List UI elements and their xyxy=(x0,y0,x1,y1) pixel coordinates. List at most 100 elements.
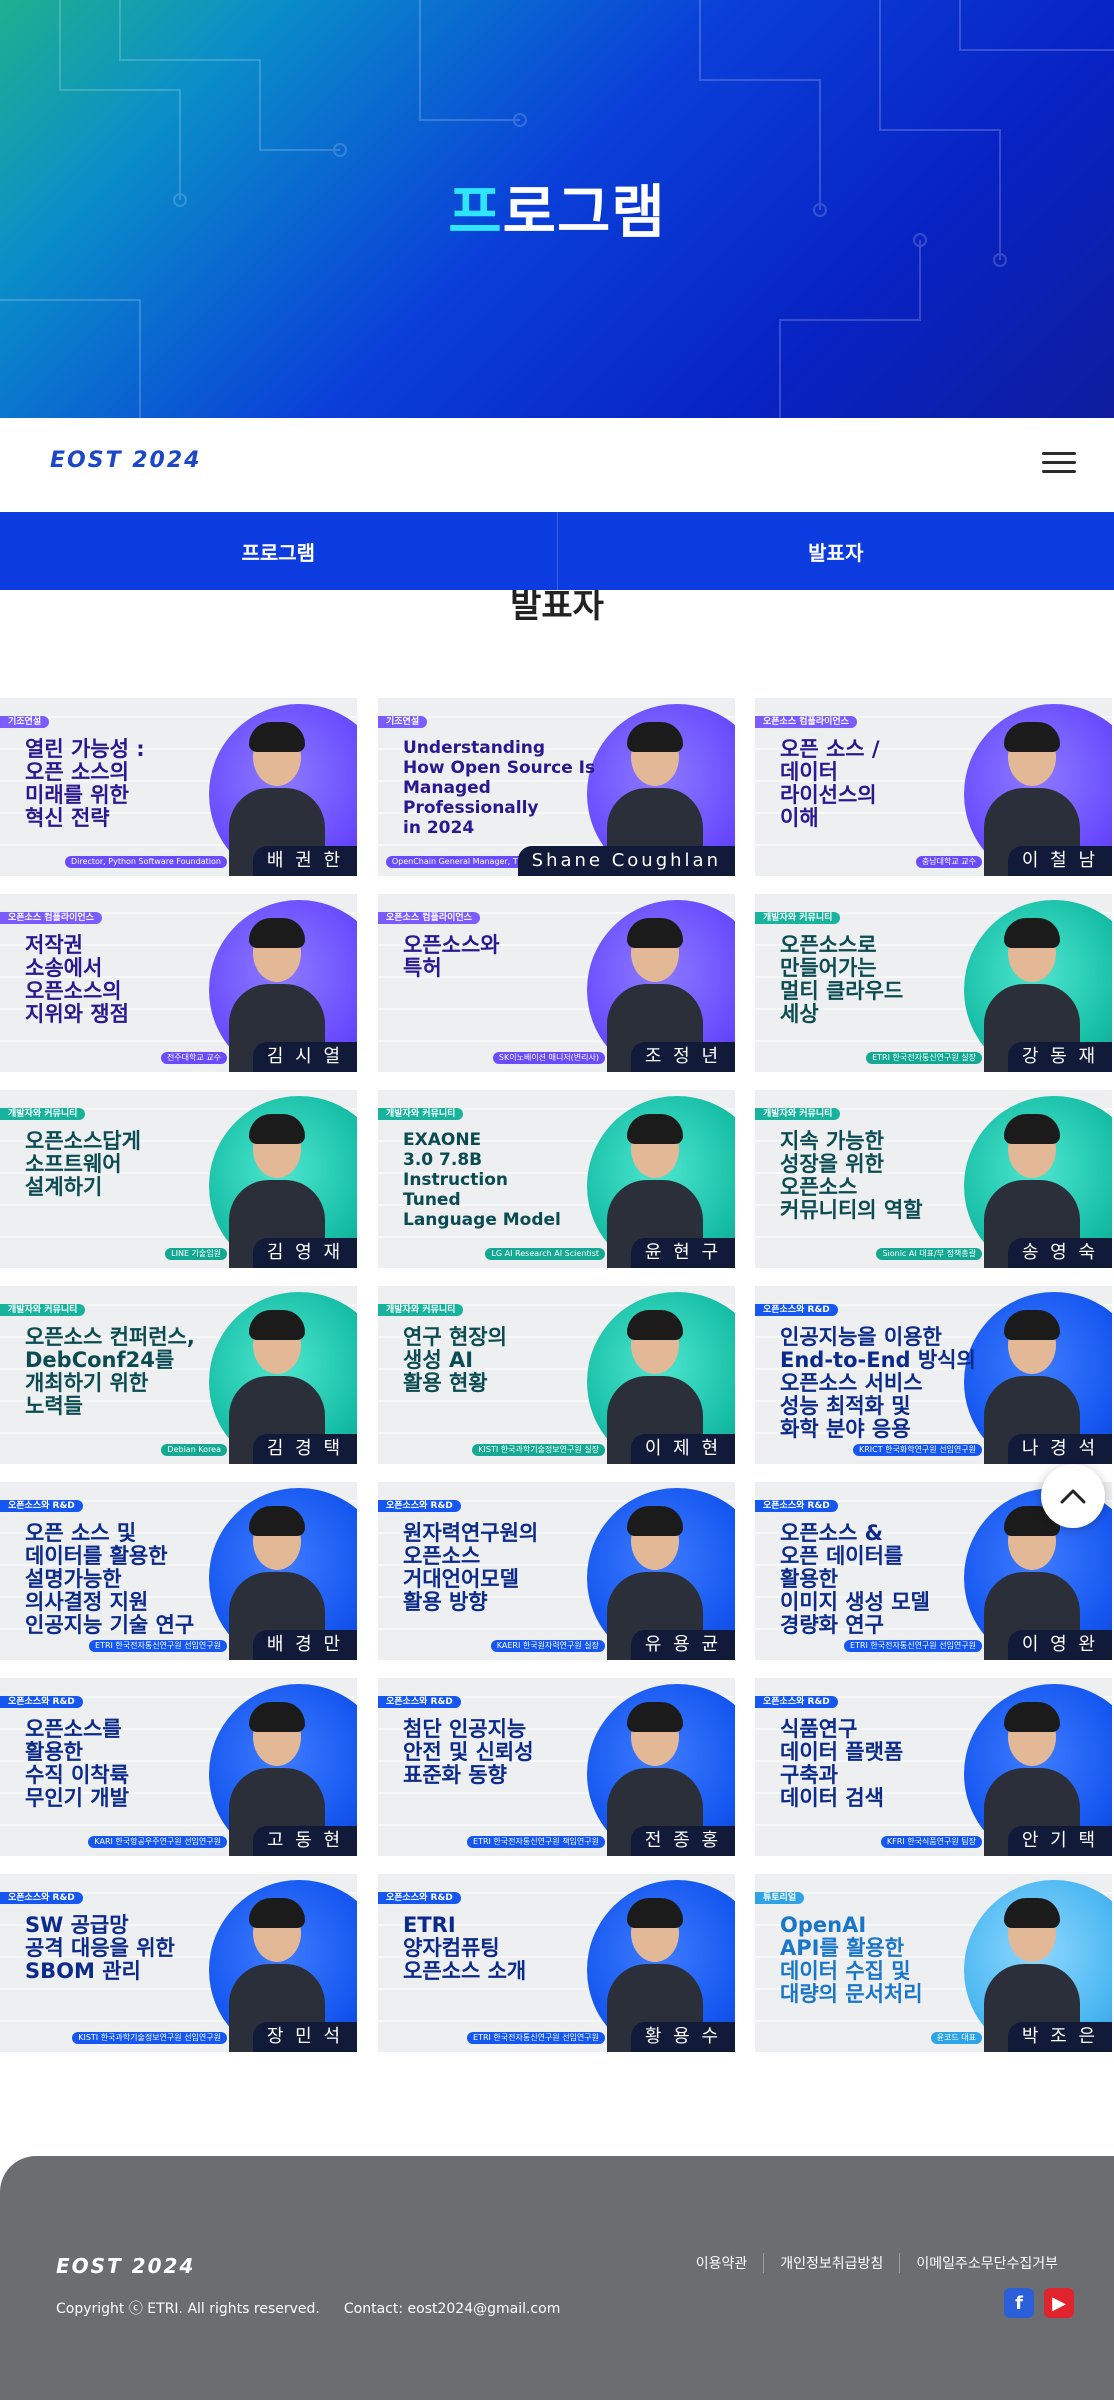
tab-program[interactable]: 프로그램 xyxy=(0,512,558,590)
speaker-affiliation: Director, Python Software Foundation xyxy=(65,856,227,868)
card-title: 오픈소스답게 소프트웨어 설계하기 xyxy=(25,1129,141,1199)
speaker-name: 배 권 한 xyxy=(252,846,357,876)
speaker-affiliation: 윤코드 대표 xyxy=(930,2032,982,2044)
speaker-name: 박 조 은 xyxy=(1007,2022,1112,2052)
card-title: 지속 가능한 성장을 위한 오픈소스 커뮤니티의 역할 xyxy=(780,1129,923,1222)
card-title: SW 공급망 공격 대응을 위한 SBOM 관리 xyxy=(25,1913,175,1983)
site-logo[interactable]: EOST 2024 xyxy=(50,448,202,473)
card-category: 오픈소스와 R&D xyxy=(755,1500,838,1512)
footer-logo: EOST 2024 xyxy=(56,2254,196,2278)
chevron-up-icon xyxy=(1060,1489,1086,1504)
card-category: 오픈소스와 R&D xyxy=(378,1892,461,1904)
speaker-name: 이 철 남 xyxy=(1007,846,1112,876)
card-title: 원자력연구원의 오픈소스 거대언어모델 활용 방향 xyxy=(403,1521,539,1614)
card-category: 오픈소스와 R&D xyxy=(378,1500,461,1512)
speaker-affiliation: SK이노베이션 매니저(변리사) xyxy=(492,1052,605,1064)
speaker-card[interactable]: 오픈소스와 R&D 첨단 인공지능 안전 및 신뢰성 표준화 동향 ETRI 한국전… xyxy=(378,1678,735,1856)
site-header: EOST 2024 xyxy=(0,418,1114,512)
section-title: 발표자 xyxy=(510,586,604,626)
card-title: 열린 가능성 : 오픈 소스의 미래를 위한 혁신 전략 xyxy=(25,737,145,830)
speaker-affiliation: KISTI 한국과학기술정보연구원 실장 xyxy=(472,1444,605,1456)
hero-title-first: 프 xyxy=(448,178,503,246)
scroll-top-button[interactable] xyxy=(1041,1464,1105,1528)
speaker-affiliation: 충남대학교 교수 xyxy=(915,856,982,868)
speaker-affiliation: Debian Korea xyxy=(161,1444,227,1456)
card-title: 식품연구 데이터 플랫폼 구축과 데이터 검색 xyxy=(780,1717,904,1810)
speaker-photo xyxy=(984,1702,1080,1856)
card-title: OpenAI API를 활용한 데이터 수집 및 대량의 문서처리 xyxy=(780,1913,923,2006)
speaker-name: 김 시 열 xyxy=(252,1042,357,1072)
speaker-card[interactable]: 오픈소스와 R&D SW 공급망 공격 대응을 위한 SBOM 관리 KISTI 한… xyxy=(0,1874,357,2052)
speaker-card[interactable]: 개발자와 커뮤니티 오픈소스로 만들어가는 멀티 클라우드 세상 ETRI 한국전자… xyxy=(755,894,1112,1072)
speaker-card[interactable]: 오픈소스와 R&D 식품연구 데이터 플랫폼 구축과 데이터 검색 KFRI 한국식… xyxy=(755,1678,1112,1856)
card-title: 오픈소스를 활용한 수직 이착륙 무인기 개발 xyxy=(25,1717,129,1810)
speaker-card[interactable]: 오픈소스 컴플라이언스 오픈소스와 특허 SK이노베이션 매니저(변리사) 조 정 년 xyxy=(378,894,735,1072)
tab-speakers[interactable]: 발표자 xyxy=(557,512,1114,590)
speaker-card[interactable]: 오픈소스와 R&D ETRI 양자컴퓨팅 오픈소스 소개 ETRI 한국전자통신연구… xyxy=(378,1874,735,2052)
card-category: 기조연설 xyxy=(0,716,50,728)
card-title: 저작권 소송에서 오픈소스의 지위와 쟁점 xyxy=(25,933,129,1026)
speaker-photo xyxy=(607,1898,703,2052)
speaker-affiliation: KAERI 한국원자력연구원 실장 xyxy=(490,1640,605,1652)
card-category: 오픈소스 컴플라이언스 xyxy=(378,912,480,924)
speaker-photo xyxy=(229,1114,325,1268)
card-category: 오픈소스 컴플라이언스 xyxy=(0,912,102,924)
card-title: Understanding How Open Source Is Managed… xyxy=(403,738,596,838)
speaker-card[interactable]: 오픈소스와 R&D 오픈소스를 활용한 수직 이착륙 무인기 개발 KARI 한국항… xyxy=(0,1678,357,1856)
speaker-card[interactable]: 오픈소스와 R&D 오픈소스 & 오픈 데이터를 활용한 이미지 생성 모델 경량… xyxy=(755,1482,1112,1660)
hero-banner: 프로그램 xyxy=(0,0,1114,418)
card-category: 개발자와 커뮤니티 xyxy=(755,912,841,924)
footer-link-email-refusal[interactable]: 이메일주소무단수집거부 xyxy=(899,2253,1074,2273)
hero-title-rest: 로그램 xyxy=(502,178,666,246)
speaker-affiliation: LINE 기술임원 xyxy=(165,1248,227,1260)
speaker-name: 황 용 수 xyxy=(630,2022,735,2052)
speaker-card[interactable]: 개발자와 커뮤니티 오픈소스 컨퍼런스, DebConf24를 개최하기 위한 노… xyxy=(0,1286,357,1464)
card-category: 오픈소스와 R&D xyxy=(378,1696,461,1708)
footer-copyright: Copyright ⓒ ETRI. All rights reserved. Co… xyxy=(56,2298,584,2318)
card-category: 오픈소스 컴플라이언스 xyxy=(755,716,857,728)
speaker-name: 장 민 석 xyxy=(252,2022,357,2052)
speaker-affiliation: ETRI 한국전자통신연구원 선임연구원 xyxy=(844,1640,982,1652)
card-title: 오픈 소스 및 데이터를 활용한 설명가능한 의사결정 지원 인공지능 기술 연… xyxy=(25,1521,195,1637)
speaker-card[interactable]: 개발자와 커뮤니티 오픈소스답게 소프트웨어 설계하기 LINE 기술임원 김 영 재 xyxy=(0,1090,357,1268)
speaker-card[interactable]: 오픈소스 컴플라이언스 저작권 소송에서 오픈소스의 지위와 쟁점 전주대학교 교수… xyxy=(0,894,357,1072)
card-title: 오픈소스 컨퍼런스, DebConf24를 개최하기 위한 노력들 xyxy=(25,1325,195,1418)
speaker-card[interactable]: 오픈소스 컴플라이언스 오픈 소스 / 데이터 라이선스의 이해 충남대학교 교수 이… xyxy=(755,698,1112,876)
speaker-card[interactable]: 오픈소스와 R&D 오픈 소스 및 데이터를 활용한 설명가능한 의사결정 지원 … xyxy=(0,1482,357,1660)
copyright-text: Copyright ⓒ ETRI. All rights reserved. xyxy=(56,2301,320,2317)
speaker-name: 전 종 홍 xyxy=(630,1826,735,1856)
speaker-name: 김 경 택 xyxy=(252,1434,357,1464)
speaker-name: 유 용 균 xyxy=(630,1630,735,1660)
facebook-icon[interactable]: f xyxy=(1004,2288,1034,2318)
footer-link-privacy[interactable]: 개인정보취급방침 xyxy=(763,2253,899,2273)
speaker-card[interactable]: 튜토리얼 OpenAI API를 활용한 데이터 수집 및 대량의 문서처리 윤코드… xyxy=(755,1874,1112,2052)
speaker-affiliation: ETRI 한국전자통신연구원 선임연구원 xyxy=(89,1640,227,1652)
speaker-name: 나 경 석 xyxy=(1007,1434,1112,1464)
card-title: 인공지능을 이용한 End-to-End 방식의 오픈소스 서비스 성능 최적화… xyxy=(780,1325,976,1441)
footer-link-terms[interactable]: 이용약관 xyxy=(695,2256,748,2272)
speaker-card[interactable]: 기조연설 Understanding How Open Source Is Man… xyxy=(378,698,735,876)
hero-title: 프로그램 xyxy=(0,165,1114,249)
speaker-name: Shane Coughlan xyxy=(517,846,735,876)
speaker-card[interactable]: 개발자와 커뮤니티 연구 현장의 생성 AI 활용 현황 KISTI 한국과학기술정… xyxy=(378,1286,735,1464)
speaker-affiliation: KISTI 한국과학기술정보연구원 선임연구원 xyxy=(72,2032,227,2044)
card-category: 오픈소스와 R&D xyxy=(0,1696,83,1708)
card-category: 개발자와 커뮤니티 xyxy=(755,1108,841,1120)
card-title: 오픈소스와 특허 xyxy=(403,933,500,980)
card-title: 연구 현장의 생성 AI 활용 현황 xyxy=(403,1325,507,1395)
speaker-name: 안 기 택 xyxy=(1007,1826,1112,1856)
youtube-icon[interactable]: ▶ xyxy=(1044,2288,1074,2318)
contact-text: Contact: eost2024@gmail.com xyxy=(343,2301,561,2317)
speaker-card[interactable]: 오픈소스와 R&D 인공지능을 이용한 End-to-End 방식의 오픈소스 서… xyxy=(755,1286,1112,1464)
hamburger-icon[interactable] xyxy=(1042,452,1076,478)
speaker-name: 이 영 완 xyxy=(1007,1630,1112,1660)
speaker-affiliation: ETRI 한국전자통신연구원 책임연구원 xyxy=(467,1836,605,1848)
speaker-card[interactable]: 개발자와 커뮤니티 지속 가능한 성장을 위한 오픈소스 커뮤니티의 역할 Sion… xyxy=(755,1090,1112,1268)
speaker-card[interactable]: 오픈소스와 R&D 원자력연구원의 오픈소스 거대언어모델 활용 방향 KAERI … xyxy=(378,1482,735,1660)
card-category: 개발자와 커뮤니티 xyxy=(0,1108,86,1120)
speaker-name: 배 경 만 xyxy=(252,1630,357,1660)
speaker-affiliation: ETRI 한국전자통신연구원 선임연구원 xyxy=(467,2032,605,2044)
speaker-card[interactable]: 개발자와 커뮤니티 EXAONE 3.0 7.8B Instruction Tun… xyxy=(378,1090,735,1268)
card-category: 개발자와 커뮤니티 xyxy=(378,1108,464,1120)
